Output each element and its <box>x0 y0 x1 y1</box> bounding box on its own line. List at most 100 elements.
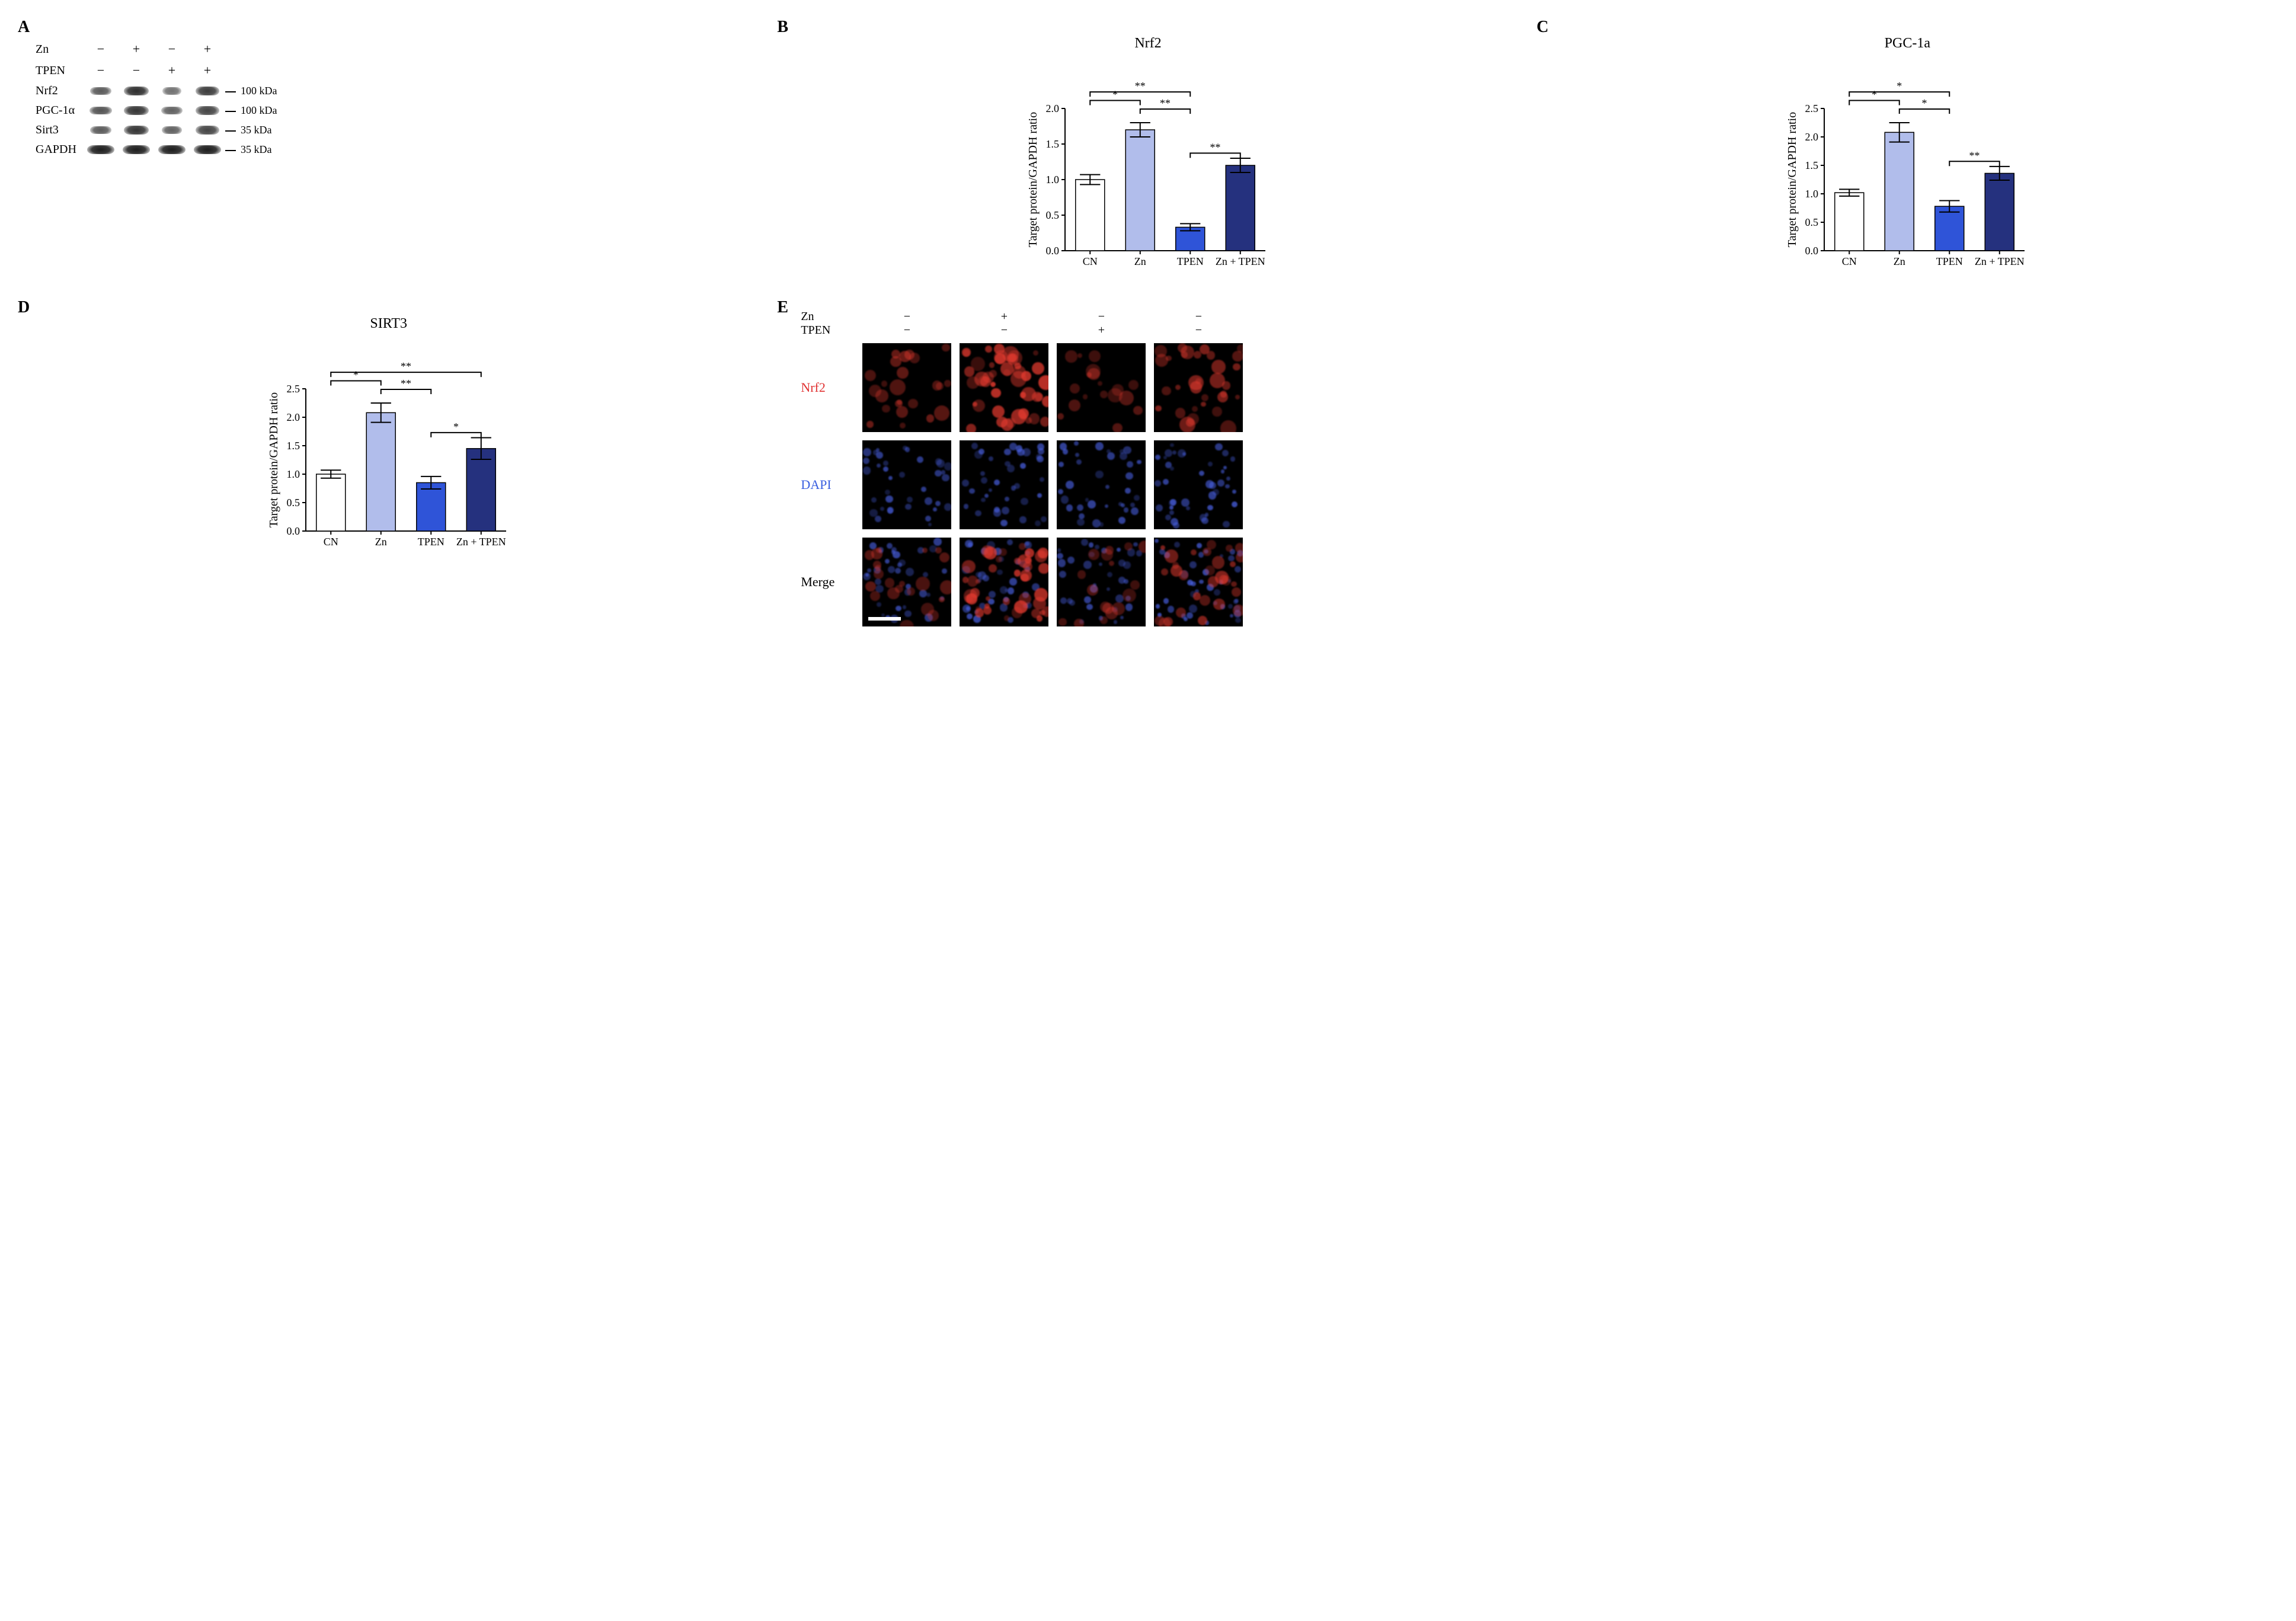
sig-label: * <box>1922 97 1927 109</box>
ytick-label: 0.0 <box>1045 245 1059 257</box>
sig-bracket <box>1900 109 1950 114</box>
if-image <box>1154 440 1243 529</box>
blot-band <box>194 145 221 155</box>
bar <box>1985 173 2014 251</box>
blot-band <box>87 145 114 155</box>
ytick-label: 1.5 <box>286 440 300 452</box>
sig-bracket <box>1850 101 1900 105</box>
sig-label: ** <box>401 360 411 372</box>
blot-band <box>124 126 149 135</box>
if-treatment-label: TPEN <box>801 324 854 337</box>
if-treatment-level: − <box>1057 310 1146 324</box>
if-image <box>960 440 1048 529</box>
y-axis-label: Target protein/GAPDH ratio <box>1027 112 1040 247</box>
category-label: TPEN <box>417 536 444 548</box>
blot-band <box>90 126 111 134</box>
blot-treatment-level: + <box>190 41 225 57</box>
panel-C: C PGC-1a 0.00.51.01.52.02.5CNZnTPENZn + … <box>1543 24 2272 280</box>
chart-D-title: SIRT3 <box>24 316 753 332</box>
if-header: Zn−+−−TPEN−−+− <box>801 310 2272 337</box>
ytick-label: 1.5 <box>1045 138 1059 150</box>
blot-band <box>161 107 183 114</box>
sig-bracket <box>1950 161 2000 166</box>
if-image <box>862 538 951 626</box>
if-row-label: DAPI <box>801 477 854 493</box>
if-image <box>1154 343 1243 432</box>
category-label: Zn <box>1134 255 1146 267</box>
sig-bracket <box>431 433 481 437</box>
blot-treatment-level: − <box>119 63 154 78</box>
panel-A: A Zn−+−+TPEN−−++Nrf2100 kDaPGC-1α100 kDa… <box>24 24 753 280</box>
if-grid: Nrf2 DAPI Merge <box>801 343 2272 626</box>
ytick-label: 0.5 <box>286 497 300 509</box>
if-treatment-level: − <box>960 324 1048 337</box>
sig-bracket <box>380 389 431 394</box>
panel-E: E Zn−+−−TPEN−−+− Nrf2DAPIMerge <box>783 304 2272 626</box>
ytick-label: 1.0 <box>1805 188 1819 200</box>
if-row-label: Merge <box>801 574 854 590</box>
ytick-label: 2.0 <box>1045 103 1059 114</box>
if-treatment-level: − <box>1154 310 1243 324</box>
if-image <box>862 343 951 432</box>
ytick-label: 1.5 <box>1805 159 1819 171</box>
sig-bracket <box>331 381 381 386</box>
category-label: Zn <box>1894 255 1905 267</box>
bar <box>416 482 445 531</box>
ytick-label: 0.0 <box>286 525 300 537</box>
chart-D: 0.00.51.01.52.02.5CNZnTPENZn + TPENTarge… <box>264 335 513 561</box>
blot-band <box>162 87 181 94</box>
category-label: CN <box>1842 255 1857 267</box>
ytick-label: 0.5 <box>1045 209 1059 221</box>
blot-mw-label: 100 kDa <box>225 104 279 117</box>
panel-A-label: A <box>18 18 30 37</box>
if-image <box>1057 440 1146 529</box>
if-image <box>862 440 951 529</box>
panel-D: D SIRT3 0.00.51.01.52.02.5CNZnTPENZn + T… <box>24 304 753 626</box>
if-row-label: Nrf2 <box>801 380 854 395</box>
category-label: Zn + TPEN <box>1975 255 2025 267</box>
blot-band <box>124 87 149 95</box>
blot-treatment-level: − <box>154 41 190 57</box>
if-treatment-label: Zn <box>801 310 854 324</box>
bar <box>366 413 395 531</box>
sig-label: * <box>453 421 459 433</box>
scale-bar <box>868 617 901 621</box>
panel-B: B Nrf2 0.00.51.01.52.0CNZnTPENZn + TPENT… <box>783 24 1512 280</box>
category-label: CN <box>323 536 338 548</box>
chart-C: 0.00.51.01.52.02.5CNZnTPENZn + TPENTarge… <box>1783 55 2032 280</box>
sig-bracket <box>1850 92 1950 97</box>
if-image <box>960 538 1048 626</box>
blot-band <box>124 106 149 115</box>
blot-mw-label: 35 kDa <box>225 143 279 156</box>
panel-D-label: D <box>18 298 30 317</box>
blot-band <box>196 126 219 134</box>
blot-protein-label: GAPDH <box>36 143 83 156</box>
sig-label: * <box>1112 89 1118 101</box>
sig-bracket <box>1140 109 1191 114</box>
blot-treatment-label: Zn <box>36 43 83 56</box>
sig-bracket <box>1190 153 1240 158</box>
category-label: Zn + TPEN <box>1216 255 1265 267</box>
ytick-label: 1.0 <box>286 468 300 480</box>
ytick-label: 2.0 <box>286 411 300 423</box>
sig-label: * <box>1872 89 1877 101</box>
blot-protein-label: Nrf2 <box>36 84 83 98</box>
blot-mw-label: 35 kDa <box>225 124 279 136</box>
if-treatment-level: − <box>862 324 951 337</box>
y-axis-label: Target protein/GAPDH ratio <box>267 392 280 527</box>
sig-label: ** <box>1160 97 1171 109</box>
sig-label: ** <box>1135 80 1146 92</box>
sig-label: * <box>1897 80 1902 92</box>
if-treatment-level: − <box>862 310 951 324</box>
chart-C-title: PGC-1a <box>1543 36 2272 52</box>
ytick-label: 0.0 <box>1805 245 1819 257</box>
bar <box>1885 132 1914 251</box>
sig-label: ** <box>1210 141 1220 153</box>
bar <box>1935 206 1964 251</box>
panel-E-label: E <box>777 298 788 317</box>
blot-band <box>162 126 182 134</box>
chart-B: 0.00.51.01.52.0CNZnTPENZn + TPENTarget p… <box>1024 55 1272 280</box>
if-image <box>1057 343 1146 432</box>
sig-label: * <box>353 369 359 381</box>
category-label: Zn <box>375 536 386 548</box>
